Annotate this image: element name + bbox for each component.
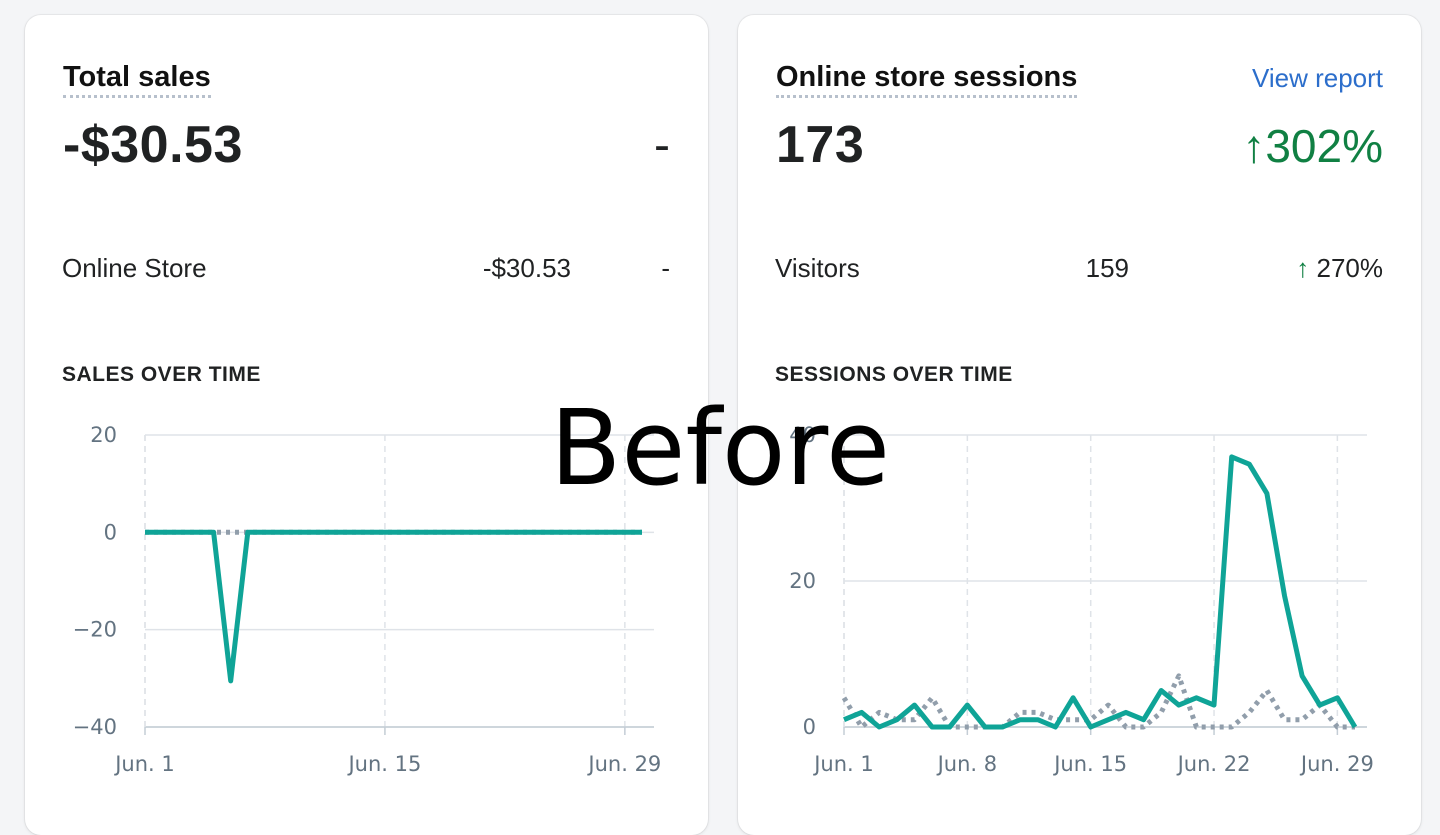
total-sales-value: -$30.53 [63, 116, 243, 174]
total-sales-card: Total sales -$30.53 - Online Store -$30.… [25, 15, 708, 835]
arrow-up-icon: ↑ [1296, 253, 1310, 283]
y-tick-label: 20 [90, 423, 117, 447]
y-tick-label: 20 [789, 569, 816, 593]
x-tick-label: Jun. 8 [936, 752, 998, 776]
sales-over-time-heading: SALES OVER TIME [62, 363, 261, 386]
total-sales-title[interactable]: Total sales [63, 60, 211, 98]
sessions-change-value: 302% [1265, 120, 1383, 172]
y-tick-label: 0 [104, 520, 117, 544]
current-series-line [843, 454, 1358, 730]
comparison-series-line [841, 673, 1355, 730]
x-tick-label: Jun. 15 [346, 752, 421, 776]
sessions-title[interactable]: Online store sessions [776, 60, 1078, 98]
y-tick-label: −40 [73, 715, 117, 739]
x-tick-label: Jun. 29 [586, 752, 661, 776]
total-sales-change: - [654, 119, 670, 172]
online-store-value: -$30.53 [482, 253, 571, 283]
x-tick-label: Jun. 29 [1299, 752, 1374, 776]
sessions-over-time-chart: 40 20 0 Jun. 1 Jun. 8 Jun. 15 Jun. 22 Jun. 29 [789, 423, 1374, 776]
online-store-sessions-card: Online store sessions View report 173 ↑3… [738, 15, 1421, 835]
y-tick-label: 40 [789, 423, 816, 447]
sessions-value: 173 [776, 116, 865, 174]
x-tick-label: Jun. 22 [1176, 752, 1251, 776]
arrow-up-icon: ↑ [1242, 120, 1266, 172]
online-store-change: - [661, 253, 670, 283]
visitors-change-value: 270% [1316, 253, 1384, 283]
online-store-label: Online Store [62, 253, 207, 283]
visitors-change: ↑ 270% [1296, 253, 1383, 284]
visitors-label: Visitors [775, 253, 860, 283]
sessions-change: ↑302% [1242, 119, 1383, 173]
view-report-link[interactable]: View report [1251, 63, 1383, 93]
sales-over-time-chart: 20 0 −20 −40 Jun. 1 Jun. 15 Jun. 29 [73, 423, 662, 776]
y-tick-label: 0 [803, 715, 816, 739]
y-tick-label: −20 [73, 618, 117, 642]
sessions-over-time-heading: SESSIONS OVER TIME [775, 363, 1013, 386]
visitors-value: 159 [1085, 253, 1129, 283]
x-tick-label: Jun. 15 [1052, 752, 1127, 776]
current-series-line [145, 529, 642, 684]
x-tick-label: Jun. 1 [812, 752, 874, 776]
x-tick-label: Jun. 1 [113, 752, 175, 776]
